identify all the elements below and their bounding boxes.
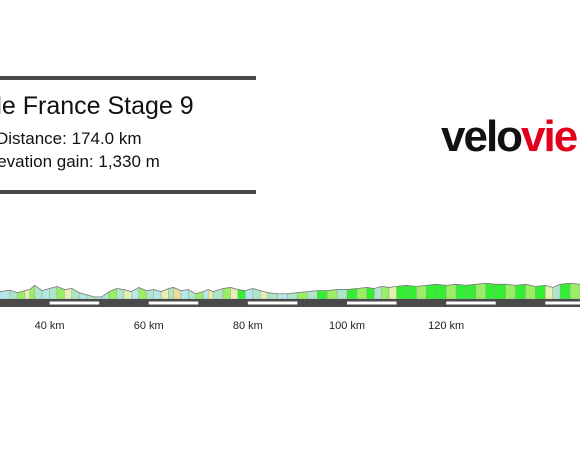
km-stripe: [148, 301, 199, 305]
profile-segment: [146, 289, 154, 300]
profile-segment: [505, 284, 516, 300]
profile-segment: [445, 284, 457, 300]
profile-segment: [188, 289, 197, 300]
profile-segment: [436, 284, 447, 300]
profile-segment: [465, 284, 477, 300]
profile-segment: [552, 283, 561, 300]
profile-segment: [71, 288, 80, 300]
profile-segment: [64, 288, 73, 300]
profile-segment: [277, 293, 288, 300]
header-rule-top: [0, 76, 256, 80]
profile-segment: [237, 289, 246, 300]
x-tick-label: 80 km: [233, 320, 263, 332]
profile-segment: [495, 284, 506, 300]
elevation-stat: elevation gain: 1,330 m: [0, 152, 160, 171]
logo-part-view: vie: [521, 112, 578, 161]
profile-segment: [381, 286, 390, 300]
km-stripe: [446, 301, 496, 305]
profile-segment: [559, 283, 571, 300]
profile-segment: [569, 283, 580, 300]
profile-segment: [116, 288, 125, 300]
profile-segment: [485, 283, 496, 300]
profile-segment: [356, 287, 368, 300]
profile-segment: [416, 285, 427, 300]
profile-segment: [406, 285, 417, 300]
logo-part-velo: velo: [441, 112, 523, 161]
profile-segment: [366, 287, 375, 300]
x-tick-label: 60 km: [134, 320, 164, 332]
profile-segment: [525, 284, 536, 300]
profile-segment: [475, 283, 487, 300]
profile-outline: [0, 282, 580, 298]
km-stripe: [545, 301, 580, 305]
km-stripe: [49, 301, 100, 305]
profile-segment: [346, 288, 358, 300]
profile-segment: [388, 286, 397, 300]
profile-segment: [180, 289, 189, 300]
profile-segment: [222, 287, 231, 300]
profile-segment: [326, 289, 338, 300]
profile-segment: [336, 289, 348, 300]
header-rule-bottom: [0, 190, 256, 194]
profile-segment: [396, 285, 407, 300]
profile-segment: [426, 284, 437, 300]
elevation-profile-chart: 40 km 60 km 80 km 100 km 120 km: [0, 282, 580, 332]
profile-segment: [24, 289, 30, 300]
velo-logo: velovie: [441, 112, 580, 162]
profile-segment: [34, 284, 43, 300]
x-tick-label: 100 km: [329, 320, 365, 332]
km-stripe: [247, 301, 298, 305]
profile-segment: [317, 290, 328, 300]
stage-title: de France Stage 9: [0, 92, 194, 120]
profile-segment: [455, 284, 467, 300]
x-tick-label: 40 km: [35, 320, 65, 332]
x-tick-label: 120 km: [428, 320, 464, 332]
profile-segment: [515, 284, 526, 300]
distance-stat: Distance: 174.0 km: [0, 129, 142, 148]
profile-segment: [535, 285, 546, 300]
profile-segment: [168, 287, 174, 300]
km-stripe: [347, 301, 397, 305]
